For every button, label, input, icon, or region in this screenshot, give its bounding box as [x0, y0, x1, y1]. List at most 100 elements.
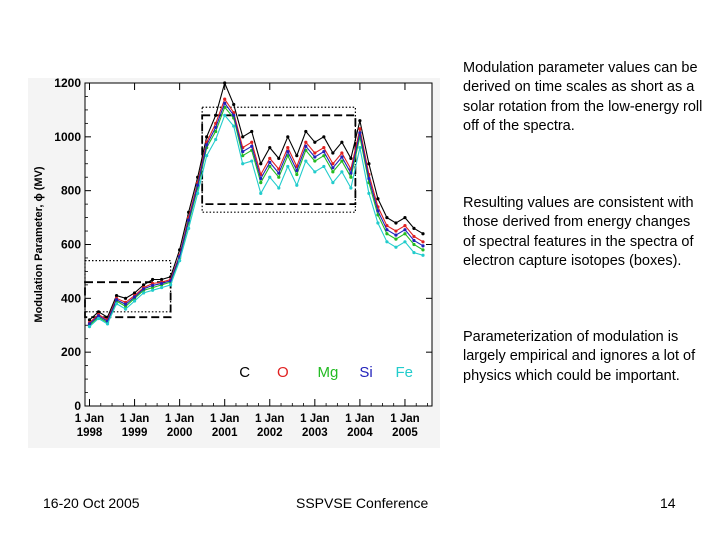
- modulation-chart: 0 200 400 600 800 1000 1200 Modulation Paramete…: [28, 78, 440, 448]
- legend-label-mg: Mg: [317, 364, 338, 381]
- data-point-c: [259, 162, 263, 166]
- x-tick-label-day: 1 Jan: [165, 413, 194, 425]
- data-point-c: [114, 294, 119, 298]
- data-point-fe: [358, 146, 362, 150]
- data-point-fe: [277, 186, 281, 190]
- data-point-c: [241, 135, 245, 139]
- data-point-fe: [87, 324, 92, 329]
- data-point-si: [340, 155, 344, 159]
- data-point-mg: [295, 172, 299, 177]
- y-tick-label: 0: [74, 399, 81, 413]
- data-point-si: [132, 295, 137, 299]
- data-point-mg: [385, 232, 389, 236]
- data-point-si: [87, 322, 92, 326]
- data-point-c: [160, 277, 164, 282]
- data-point-si: [394, 233, 398, 237]
- data-point-o: [385, 224, 389, 228]
- capture-isotope-box-dashed: [201, 114, 357, 206]
- data-point-si: [196, 183, 200, 187]
- data-point-c: [331, 151, 335, 155]
- data-point-fe: [304, 159, 308, 163]
- data-point-fe: [132, 299, 137, 303]
- data-point-mg: [259, 180, 263, 185]
- data-point-o: [286, 146, 290, 150]
- data-point-si: [304, 144, 308, 148]
- data-point-mg: [277, 175, 281, 179]
- data-point-mg: [322, 154, 326, 158]
- x-tick-label-day: 1 Jan: [255, 413, 284, 425]
- data-point-mg: [421, 248, 425, 252]
- data-point-si: [214, 125, 218, 130]
- data-point-si: [331, 166, 335, 170]
- data-point-si: [187, 218, 191, 222]
- x-tick-label-day: 1 Jan: [210, 413, 239, 425]
- data-point-si: [232, 113, 236, 117]
- y-tick-label: 800: [61, 184, 81, 198]
- data-point-si: [421, 244, 425, 248]
- x-tick-label-year: 1999: [122, 427, 148, 439]
- data-point-c: [412, 226, 416, 230]
- data-point-c: [394, 221, 398, 225]
- data-point-fe: [331, 180, 335, 185]
- data-point-fe: [205, 154, 209, 158]
- x-tick-label-year: 2002: [257, 427, 283, 439]
- data-point-o: [268, 156, 272, 160]
- x-tick-label-day: 1 Jan: [120, 413, 149, 425]
- data-point-si: [259, 176, 263, 181]
- y-tick-label: 400: [61, 291, 81, 305]
- data-point-c: [295, 154, 299, 158]
- data-point-si: [150, 283, 155, 288]
- capture-isotope-box-dashed: [84, 281, 172, 319]
- legend-label-fe: Fe: [395, 364, 413, 381]
- data-point-si: [367, 176, 371, 181]
- data-point-o: [403, 224, 407, 228]
- data-point-mg: [394, 237, 398, 241]
- data-point-fe: [403, 240, 407, 244]
- data-point-si: [385, 228, 389, 232]
- y-axis-label: Modulation Parameter, ϕ (MV): [33, 166, 45, 322]
- data-point-si: [313, 155, 317, 159]
- data-point-mg: [268, 164, 272, 169]
- x-tick-label-day: 1 Jan: [75, 413, 104, 425]
- data-point-si: [295, 168, 299, 173]
- data-point-fe: [160, 285, 164, 290]
- data-point-fe: [123, 307, 128, 311]
- data-point-o: [358, 127, 362, 131]
- data-point-c: [367, 162, 371, 166]
- data-point-c: [123, 296, 128, 300]
- x-tick-label-year: 2001: [212, 427, 238, 439]
- y-tick-label: 1200: [54, 78, 81, 90]
- data-point-fe: [114, 302, 119, 306]
- capture-isotope-box-dotted: [84, 260, 172, 313]
- data-point-c: [304, 129, 308, 134]
- data-point-si: [141, 287, 146, 291]
- footer-page-number: 14: [660, 495, 676, 511]
- data-point-fe: [295, 183, 299, 187]
- x-tick-label-year: 2000: [167, 427, 193, 439]
- data-point-o: [313, 151, 317, 155]
- data-point-si: [160, 281, 164, 286]
- data-point-o: [340, 151, 344, 155]
- x-tick-label-year: 2003: [302, 427, 328, 439]
- data-point-o: [331, 162, 335, 166]
- data-point-si: [268, 160, 272, 165]
- data-point-si: [250, 144, 254, 148]
- legend-label-o: O: [277, 364, 289, 381]
- data-point-o: [223, 97, 227, 101]
- data-point-fe: [232, 124, 236, 128]
- data-point-si: [114, 298, 119, 302]
- data-point-o: [250, 140, 254, 144]
- data-point-c: [277, 156, 281, 160]
- data-point-si: [412, 238, 416, 243]
- data-point-si: [96, 314, 101, 318]
- data-point-fe: [286, 164, 290, 169]
- data-point-fe: [349, 186, 353, 190]
- data-point-si: [205, 143, 209, 147]
- data-point-c: [358, 119, 362, 123]
- data-point-si: [286, 150, 290, 154]
- data-point-c: [268, 146, 272, 150]
- data-point-c: [340, 140, 344, 144]
- data-point-fe: [322, 164, 326, 169]
- data-point-si: [349, 171, 353, 175]
- footer-date: 16-20 Oct 2005: [43, 495, 140, 511]
